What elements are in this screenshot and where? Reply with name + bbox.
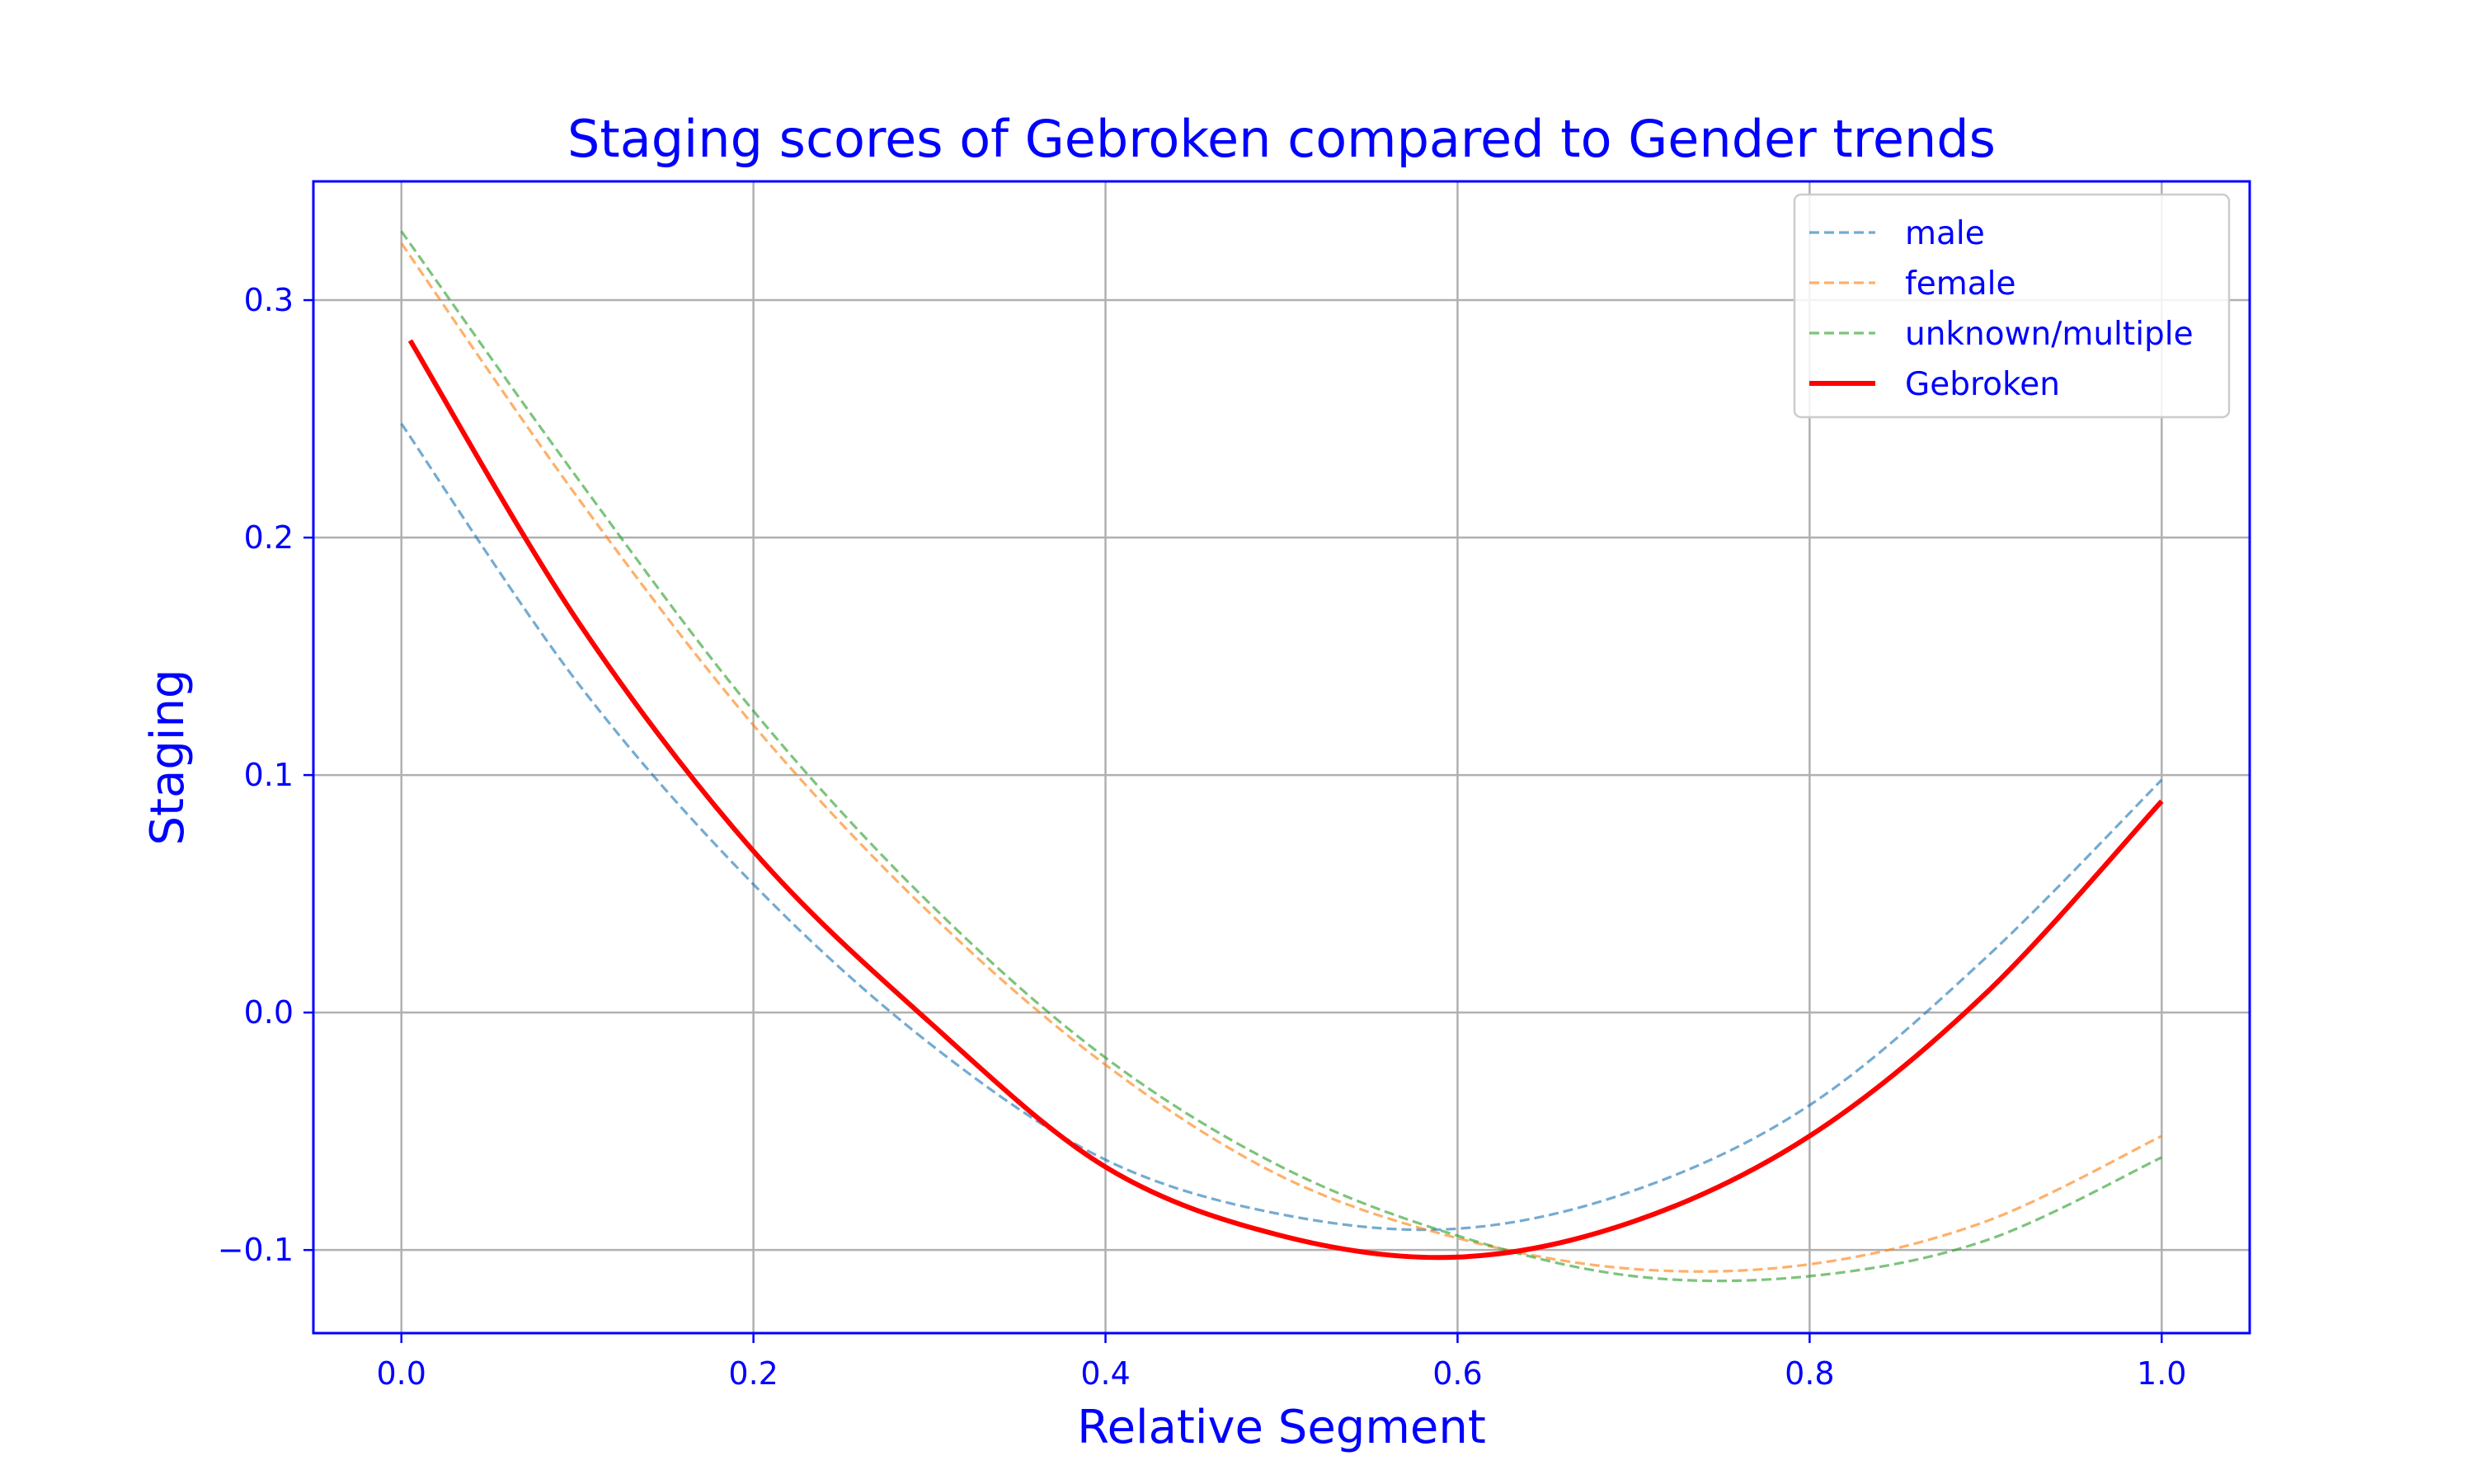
y-tick-label: 0.0 bbox=[244, 994, 294, 1031]
chart-title: Staging scores of Gebroken compared to G… bbox=[567, 109, 1996, 169]
axis-ticks: 0.0 0.2 0.4 0.6 0.8 1.0 −0.1 0.0 0.1 0.2 0.3 bbox=[218, 282, 2187, 1392]
legend-label: female bbox=[1905, 265, 2015, 303]
legend-label: unknown/multiple bbox=[1905, 316, 2194, 353]
x-tick-label: 1.0 bbox=[2137, 1355, 2186, 1392]
series-line-male bbox=[400, 422, 2163, 1232]
y-tick-label: 0.2 bbox=[244, 519, 294, 556]
legend-label: Gebroken bbox=[1905, 366, 2060, 403]
series-line-gebroken bbox=[407, 339, 2164, 1261]
x-tick-label: 0.8 bbox=[1785, 1355, 1834, 1392]
y-tick-label: −0.1 bbox=[218, 1232, 294, 1268]
x-tick-label: 0.0 bbox=[377, 1355, 426, 1392]
plot-series bbox=[400, 230, 2164, 1283]
y-tick-label: 0.3 bbox=[244, 282, 294, 318]
y-axis-label: Staging bbox=[141, 669, 195, 846]
legend-box bbox=[1793, 193, 2231, 419]
legend: male female unknown/multiple Gebroken bbox=[1793, 193, 2231, 419]
series-line-female bbox=[400, 242, 2162, 1273]
series-line-unknown-multiple bbox=[400, 230, 2162, 1283]
x-axis-label: Relative Segment bbox=[1077, 1401, 1486, 1454]
x-tick-label: 0.4 bbox=[1080, 1355, 1130, 1392]
plot-frame bbox=[312, 180, 2251, 1335]
y-tick-label: 0.1 bbox=[244, 757, 294, 793]
x-tick-label: 0.6 bbox=[1432, 1355, 1482, 1392]
legend-label: male bbox=[1905, 215, 1985, 252]
x-tick-label: 0.2 bbox=[728, 1355, 778, 1392]
